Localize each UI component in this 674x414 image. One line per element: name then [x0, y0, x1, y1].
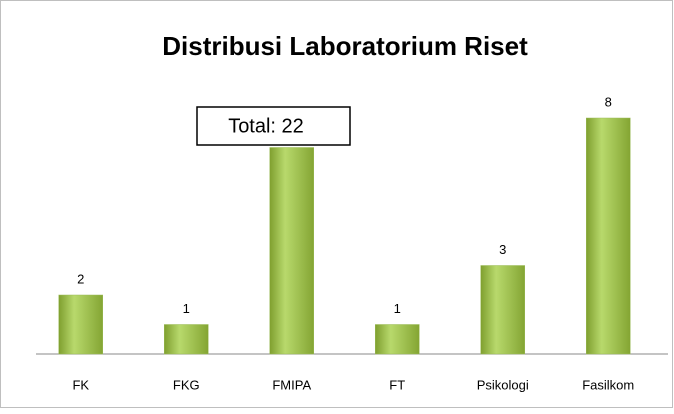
- data-label: 8: [605, 94, 612, 109]
- bar: [269, 147, 314, 355]
- data-label: 1: [394, 301, 401, 316]
- annotation-box: [196, 106, 351, 146]
- x-tick-label: FMIPA: [272, 377, 311, 392]
- x-tick-label: Psikologi: [477, 377, 529, 392]
- bar: [164, 324, 209, 355]
- bar: [58, 294, 103, 355]
- x-tick-label: Fasilkom: [582, 377, 634, 392]
- bar: [480, 265, 525, 355]
- x-tick-label: FT: [389, 377, 405, 392]
- bar: [586, 117, 631, 355]
- annotation: Total: 22: [228, 115, 304, 137]
- chart-title: Distribusi Laboratorium Riset: [162, 31, 528, 61]
- data-label: 3: [499, 242, 506, 257]
- data-label: 1: [183, 301, 190, 316]
- x-tick-label: FK: [72, 377, 89, 392]
- data-label: 2: [77, 271, 84, 286]
- x-tick-label: FKG: [173, 377, 200, 392]
- bar: [375, 324, 420, 355]
